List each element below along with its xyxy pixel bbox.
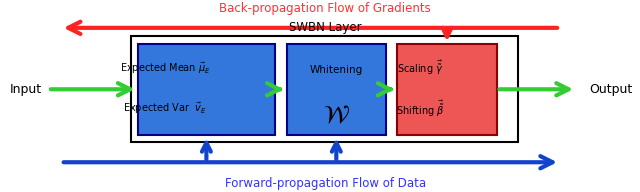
FancyBboxPatch shape xyxy=(397,44,497,135)
Text: SWBN Layer: SWBN Layer xyxy=(289,21,362,34)
Text: Expected Var  $\vec{v}_E$: Expected Var $\vec{v}_E$ xyxy=(124,101,207,116)
Text: Input: Input xyxy=(10,83,42,96)
FancyBboxPatch shape xyxy=(131,36,518,142)
FancyBboxPatch shape xyxy=(287,44,386,135)
Text: Forward-propagation Flow of Data: Forward-propagation Flow of Data xyxy=(225,177,426,190)
Text: $\mathcal{W}$: $\mathcal{W}$ xyxy=(323,105,350,128)
Text: Whitening: Whitening xyxy=(310,65,364,75)
Text: Output: Output xyxy=(589,83,633,96)
Text: Shifting $\vec{\tilde{\beta}}$: Shifting $\vec{\tilde{\beta}}$ xyxy=(396,98,444,119)
FancyBboxPatch shape xyxy=(138,44,275,135)
Text: Back-propagation Flow of Gradients: Back-propagation Flow of Gradients xyxy=(220,2,431,15)
Text: Expected Mean $\vec{\mu}_E$: Expected Mean $\vec{\mu}_E$ xyxy=(120,60,211,76)
Text: Scaling $\vec{\tilde{\gamma}}$: Scaling $\vec{\tilde{\gamma}}$ xyxy=(397,59,443,77)
